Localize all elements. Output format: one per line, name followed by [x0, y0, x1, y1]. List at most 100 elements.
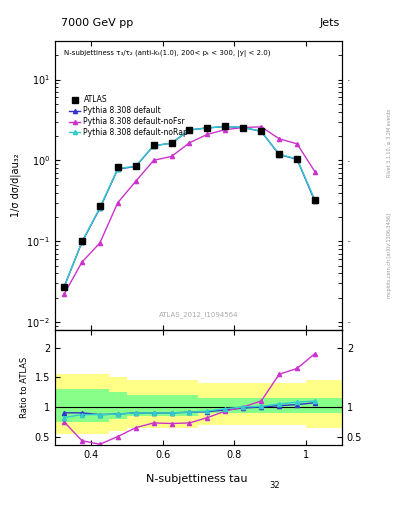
Pythia 8.308 default-noFsr	[79, 259, 84, 265]
Bar	[127, 380, 145, 428]
Bar	[234, 398, 252, 413]
Pythia 8.308 default	[116, 166, 120, 172]
Pythia 8.308 default-noFsr	[187, 140, 192, 146]
Text: N-subjettiness tau: N-subjettiness tau	[146, 474, 247, 484]
Pythia 8.308 default-noRap	[133, 163, 138, 169]
Pythia 8.308 default	[241, 124, 246, 131]
Pythia 8.308 default-noRap	[62, 284, 66, 290]
Bar	[55, 389, 73, 422]
Pythia 8.308 default-noFsr	[133, 178, 138, 184]
Pythia 8.308 default-noFsr	[205, 131, 210, 137]
Bar	[252, 398, 270, 413]
Text: mcplots.cern.ch [arXiv:1306.3436]: mcplots.cern.ch [arXiv:1306.3436]	[387, 214, 391, 298]
Bar	[270, 398, 288, 413]
Text: N-subjettiness τ₃/τ₂ (anti-kₜ(1.0), 200< pₜ < 300, |y| < 2.0): N-subjettiness τ₃/τ₂ (anti-kₜ(1.0), 200<…	[64, 50, 270, 57]
Bar	[109, 377, 127, 431]
ATLAS	[79, 238, 84, 244]
ATLAS	[223, 123, 228, 129]
Pythia 8.308 default	[295, 156, 299, 162]
Pythia 8.308 default-noFsr	[62, 291, 66, 297]
Pythia 8.308 default	[62, 284, 66, 290]
ATLAS	[169, 140, 174, 146]
ATLAS	[133, 163, 138, 169]
Pythia 8.308 default-noFsr	[295, 141, 299, 147]
Pythia 8.308 default-noRap	[223, 123, 228, 130]
Line: Pythia 8.308 default-noFsr: Pythia 8.308 default-noFsr	[62, 125, 317, 296]
Pythia 8.308 default	[97, 205, 102, 211]
ATLAS	[313, 197, 318, 203]
Pythia 8.308 default-noRap	[187, 127, 192, 133]
Pythia 8.308 default	[223, 123, 228, 130]
Legend: ATLAS, Pythia 8.308 default, Pythia 8.308 default-noFsr, Pythia 8.308 default-no: ATLAS, Pythia 8.308 default, Pythia 8.30…	[68, 94, 190, 139]
Pythia 8.308 default	[79, 239, 84, 245]
Pythia 8.308 default-noRap	[205, 125, 210, 131]
Pythia 8.308 default	[187, 127, 192, 133]
Text: 7000 GeV pp: 7000 GeV pp	[61, 18, 133, 28]
Pythia 8.308 default-noFsr	[259, 124, 264, 130]
Pythia 8.308 default-noRap	[97, 205, 102, 211]
Y-axis label: Ratio to ATLAS: Ratio to ATLAS	[20, 357, 29, 418]
Text: Jets: Jets	[320, 18, 340, 28]
Bar	[163, 395, 180, 416]
Bar	[91, 389, 109, 422]
Bar	[127, 395, 145, 416]
Pythia 8.308 default	[259, 129, 264, 135]
Pythia 8.308 default-noRap	[169, 140, 174, 146]
Pythia 8.308 default	[205, 125, 210, 131]
Pythia 8.308 default-noRap	[241, 124, 246, 131]
ATLAS	[295, 156, 299, 162]
Y-axis label: 1/σ dσ/d|au₃₂: 1/σ dσ/d|au₃₂	[10, 154, 21, 217]
Bar	[324, 380, 342, 428]
ATLAS	[97, 203, 102, 209]
Pythia 8.308 default	[133, 163, 138, 169]
Bar	[217, 383, 234, 424]
ATLAS	[62, 284, 66, 290]
Line: ATLAS: ATLAS	[61, 123, 318, 290]
Pythia 8.308 default-noRap	[313, 197, 318, 203]
Bar	[109, 392, 127, 419]
ATLAS	[259, 128, 264, 134]
Bar	[145, 395, 163, 416]
Pythia 8.308 default-noRap	[151, 143, 156, 149]
Pythia 8.308 default-noFsr	[97, 240, 102, 246]
Bar	[324, 398, 342, 413]
Bar	[252, 383, 270, 424]
ATLAS	[151, 142, 156, 148]
Pythia 8.308 default	[151, 143, 156, 149]
ATLAS	[205, 124, 210, 131]
ATLAS	[187, 126, 192, 133]
Bar	[180, 380, 198, 428]
Bar	[270, 383, 288, 424]
Bar	[180, 395, 198, 416]
Bar	[73, 389, 91, 422]
Bar	[55, 374, 73, 434]
Pythia 8.308 default-noRap	[116, 165, 120, 172]
Bar	[234, 383, 252, 424]
Text: Rivet 3.1.10, ≥ 3.2M events: Rivet 3.1.10, ≥ 3.2M events	[387, 109, 391, 178]
ATLAS	[241, 124, 246, 131]
Pythia 8.308 default-noRap	[259, 128, 264, 134]
Line: Pythia 8.308 default-noRap: Pythia 8.308 default-noRap	[62, 124, 317, 289]
Pythia 8.308 default	[313, 199, 318, 205]
Bar	[163, 380, 180, 428]
Bar	[73, 374, 91, 434]
Pythia 8.308 default-noFsr	[151, 157, 156, 163]
Bar	[145, 380, 163, 428]
Bar	[288, 383, 306, 424]
Pythia 8.308 default-noFsr	[169, 153, 174, 159]
Bar	[306, 398, 324, 413]
Pythia 8.308 default	[169, 140, 174, 146]
Text: 32: 32	[269, 481, 280, 490]
Pythia 8.308 default-noRap	[295, 156, 299, 162]
ATLAS	[116, 164, 120, 170]
Bar	[198, 383, 217, 424]
Pythia 8.308 default-noRap	[79, 239, 84, 245]
Bar	[91, 374, 109, 434]
Pythia 8.308 default	[277, 152, 281, 158]
Line: Pythia 8.308 default: Pythia 8.308 default	[62, 124, 317, 289]
Bar	[217, 398, 234, 413]
Text: ATLAS_2012_I1094564: ATLAS_2012_I1094564	[159, 312, 238, 318]
Bar	[198, 398, 217, 413]
Pythia 8.308 default-noFsr	[223, 126, 228, 133]
Pythia 8.308 default-noFsr	[116, 200, 120, 206]
